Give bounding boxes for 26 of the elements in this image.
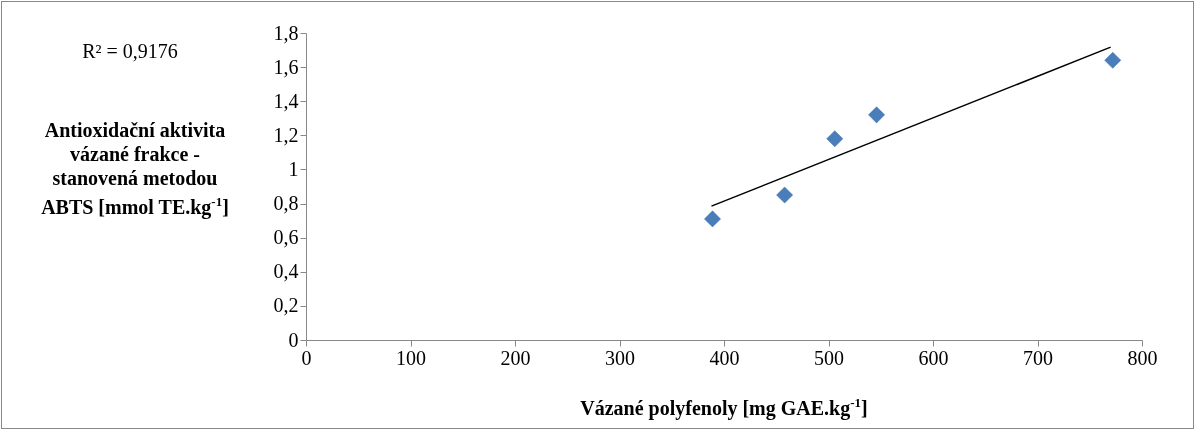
x-tick-label: 600 [918, 346, 949, 369]
x-tick-label: 200 [500, 346, 531, 369]
x-tick-label: 100 [396, 346, 426, 369]
y-tick-label: 1,6 [273, 55, 299, 78]
point [826, 130, 844, 148]
point [1104, 51, 1122, 69]
x-tick-label: 400 [709, 346, 740, 369]
y-tick-label: 1,2 [273, 123, 299, 146]
x-tick-label: 800 [1127, 346, 1158, 369]
point [704, 210, 721, 228]
point [868, 106, 885, 124]
x-tick-label: 300 [605, 346, 635, 369]
y-tick-label: 0,6 [273, 226, 299, 249]
y-tick-label: 0,8 [273, 192, 299, 215]
y-tick-label: 1 [288, 157, 299, 180]
y-tick-label: 1,8 [273, 21, 299, 44]
y-tick-label: 1,4 [273, 89, 299, 112]
y-tick-label: 0,4 [273, 260, 299, 283]
y-axis-title: Antioxidační aktivita vázané frakce - stanovená metodou ABTS [mmol TE.kg$^{-1}$] [40, 118, 230, 219]
y-tick-label: 0,2 [273, 294, 299, 317]
x-tick-label: 700 [1023, 346, 1053, 369]
point [776, 186, 793, 204]
x-tick-label: 500 [814, 346, 844, 369]
text: R² = 0,9176 [81, 40, 179, 63]
y-tick-label: 0 [288, 328, 299, 351]
x-axis-title: Vázané polyfenoly [mg GAE.kg$^{-1}$] [579, 395, 869, 420]
